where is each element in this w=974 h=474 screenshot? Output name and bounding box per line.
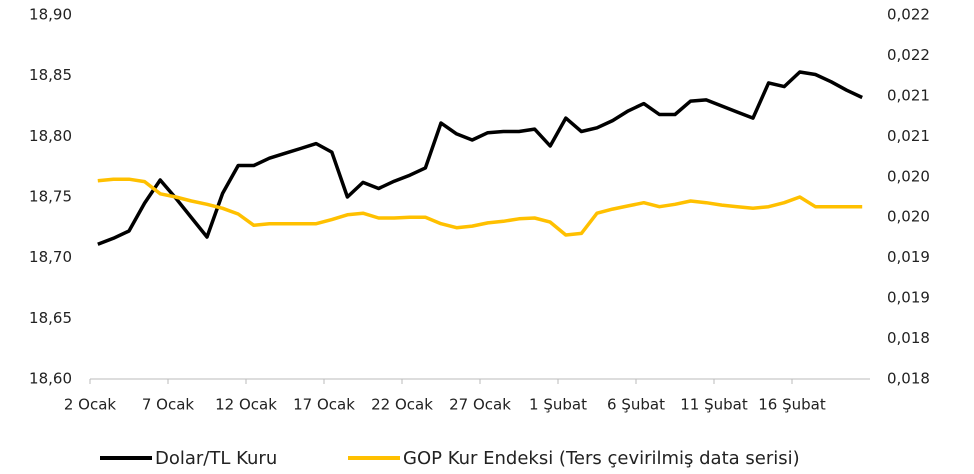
y2-tick-label: 0,022	[887, 46, 930, 64]
x-tick-label: 11 Şubat	[680, 396, 748, 414]
x-tick-label: 27 Ocak	[449, 396, 511, 414]
y2-tick-label: 0,020	[887, 167, 930, 185]
line-series	[97, 70, 863, 246]
y2-tick-label: 0,020	[887, 208, 930, 226]
x-tick-label: 17 Ocak	[293, 396, 355, 414]
y2-tick-label: 0,019	[887, 248, 930, 266]
y-tick-label: 18,80	[29, 127, 72, 145]
legend-label: Dolar/TL Kuru	[155, 448, 277, 469]
x-tick-label: 2 Ocak	[64, 396, 117, 414]
y2-tick-label: 0,018	[887, 370, 930, 388]
y-tick-label: 18,85	[29, 66, 72, 84]
x-tick-label: 12 Ocak	[215, 396, 277, 414]
y-tick-label: 18,70	[29, 248, 72, 266]
x-tick-label: 22 Ocak	[371, 396, 433, 414]
y2-tick-label: 0,021	[887, 86, 930, 104]
line-series	[97, 177, 863, 237]
legend-label: GOP Kur Endeksi (Ters çevirilmiş data se…	[403, 448, 800, 469]
y2-tick-label: 0,021	[887, 127, 930, 145]
x-tick-label: 1 Şubat	[529, 396, 587, 414]
x-tick-label: 6 Şubat	[607, 396, 665, 414]
x-tick-label: 16 Şubat	[758, 396, 826, 414]
y-tick-label: 18,75	[29, 188, 72, 206]
y2-tick-label: 0,019	[887, 289, 930, 307]
y-tick-label: 18,60	[29, 370, 72, 388]
x-tick-label: 7 Ocak	[142, 396, 195, 414]
y2-tick-label: 0,022	[887, 6, 930, 24]
y-tick-label: 18,90	[29, 6, 72, 24]
y2-tick-label: 0,018	[887, 329, 930, 347]
y-tick-label: 18,65	[29, 309, 72, 327]
